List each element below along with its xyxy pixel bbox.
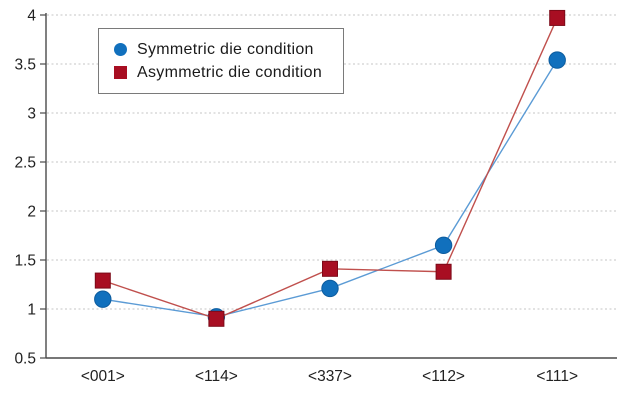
- legend-marker-square-icon: [114, 66, 127, 79]
- legend-item-symmetric: Symmetric die condition: [114, 40, 343, 58]
- x-category-label: <114>: [195, 368, 238, 385]
- data-point-circle: [94, 290, 112, 308]
- y-tick-label: 0.5: [14, 351, 36, 368]
- data-point-square: [208, 310, 225, 327]
- data-point-square: [94, 272, 111, 289]
- legend: Symmetric die condition Asymmetric die c…: [98, 28, 344, 94]
- y-tick-label: 3: [27, 106, 36, 123]
- x-category-label: <001>: [81, 368, 125, 385]
- legend-item-asymmetric: Asymmetric die condition: [114, 63, 343, 81]
- data-point-circle: [548, 51, 566, 69]
- data-point-circle: [434, 236, 453, 255]
- y-tick-label: 2.5: [14, 155, 36, 172]
- data-point-square: [549, 9, 566, 26]
- y-tick-label: 2: [27, 204, 36, 221]
- legend-marker-circle-icon: [114, 43, 127, 56]
- data-point-square: [435, 263, 452, 280]
- data-point-circle: [321, 279, 339, 298]
- x-category-label: <111>: [536, 368, 578, 385]
- y-tick-label: 4: [27, 8, 36, 25]
- y-tick-label: 1.5: [14, 253, 36, 270]
- legend-label-symmetric: Symmetric die condition: [137, 40, 314, 58]
- x-category-label: <112>: [422, 368, 465, 385]
- x-category-label: <337>: [308, 368, 352, 385]
- y-tick-label: 1: [27, 302, 36, 319]
- series-line-0: [102, 59, 558, 318]
- legend-label-asymmetric: Asymmetric die condition: [137, 63, 323, 81]
- y-tick-label: 3.5: [14, 57, 36, 74]
- data-point-square: [322, 260, 338, 277]
